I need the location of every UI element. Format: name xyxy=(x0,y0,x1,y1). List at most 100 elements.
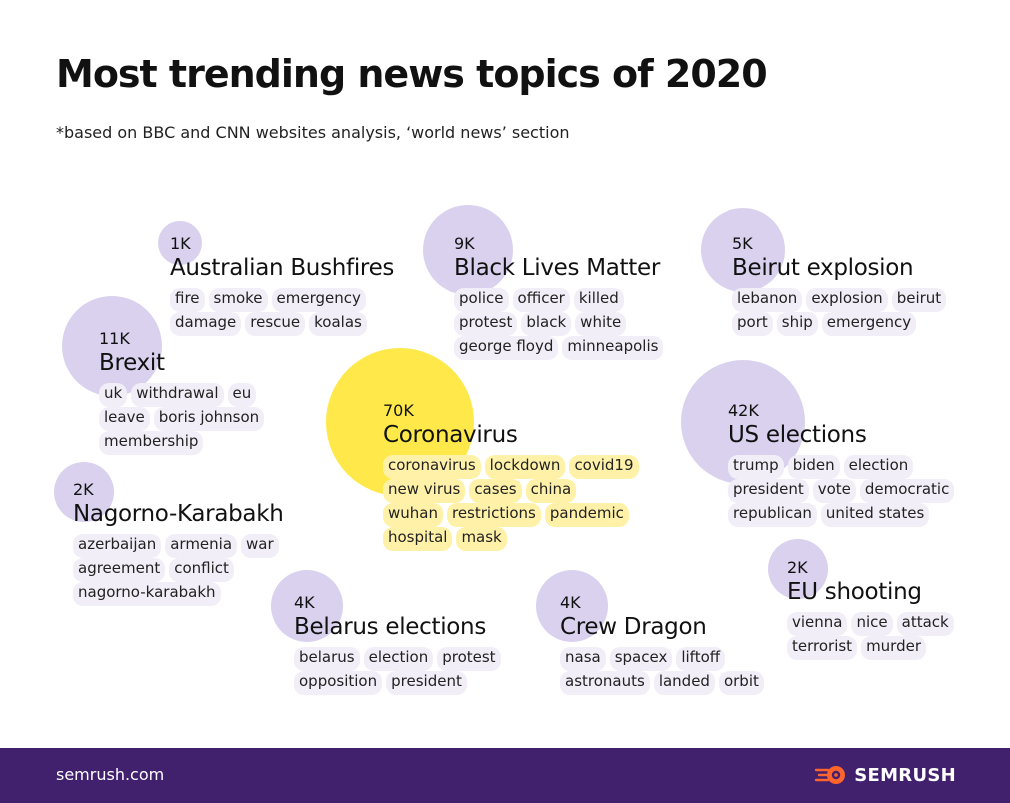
keyword-tag: pandemic xyxy=(544,503,629,527)
tag-row: vienna nice attack xyxy=(787,612,954,636)
topic-name: Belarus elections xyxy=(294,614,487,640)
topic-count: 2K xyxy=(787,558,808,577)
keyword-tag: attack xyxy=(896,612,954,636)
tag-row: uk withdrawal eu xyxy=(99,383,264,407)
tag-row: lebanon explosion beirut xyxy=(732,288,947,312)
keyword-tag: fire xyxy=(170,288,205,312)
tag-row: damage rescue koalas xyxy=(170,312,394,336)
topic-tags: vienna nice attack terrorist murder xyxy=(787,612,954,660)
bubble-crew-dragon xyxy=(536,570,608,642)
topic-tags: coronavirus lockdown covid19 new virus cases… xyxy=(383,455,639,551)
bubble-belarus-elections xyxy=(271,570,343,642)
keyword-tag: trump xyxy=(728,455,784,479)
topic-tags: fire smoke emergency damage rescue koalas xyxy=(170,288,394,336)
keyword-tag: boris johnson xyxy=(153,407,265,431)
tag-row: astronauts landed orbit xyxy=(560,671,764,695)
keyword-tag: koalas xyxy=(309,312,367,336)
keyword-tag: port xyxy=(732,312,773,336)
keyword-tag: eu xyxy=(227,383,257,407)
page-title: Most trending news topics of 2020 xyxy=(56,52,768,96)
keyword-tag: spacex xyxy=(609,647,673,671)
keyword-tag: nagorno-karabakh xyxy=(73,582,221,606)
topic-tags: belarus election protest opposition presiden… xyxy=(294,647,501,695)
keyword-tag: hospital xyxy=(383,527,453,551)
topic-tags: uk withdrawal eu leave boris johnson membersh… xyxy=(99,383,265,455)
topic-name: Black Lives Matter xyxy=(454,255,660,281)
footer: semrush.com SEMRUSH xyxy=(0,748,1010,803)
topic-count: 70K xyxy=(383,401,414,420)
footer-url[interactable]: semrush.com xyxy=(56,765,165,784)
tag-row: azerbaijan armenia war xyxy=(73,534,284,558)
keyword-tag: murder xyxy=(861,636,927,660)
topic-belarus-elections: 4K Belarus elections belarus election protes… xyxy=(294,593,501,695)
keyword-tag: vote xyxy=(812,479,856,503)
topic-name: Nagorno-Karabakh xyxy=(73,501,284,527)
topic-tags: nasa spacex liftoff astronauts landed orbit xyxy=(560,647,764,695)
tag-row: republican united states xyxy=(728,503,954,527)
keyword-tag: emergency xyxy=(271,288,366,312)
topic-black-lives-matter: 9K Black Lives Matter police officer killed p… xyxy=(454,234,664,360)
topic-count: 2K xyxy=(73,480,94,499)
keyword-tag: vienna xyxy=(787,612,848,636)
keyword-tag: republican xyxy=(728,503,817,527)
keyword-tag: united states xyxy=(820,503,930,527)
topic-tags: trump biden election president vote democrati… xyxy=(728,455,955,527)
tag-row: leave boris johnson xyxy=(99,407,265,431)
keyword-tag: protest xyxy=(437,647,501,671)
tag-row: terrorist murder xyxy=(787,636,954,660)
brand-name: SEMRUSH xyxy=(854,764,956,786)
topic-name: EU shooting xyxy=(787,579,922,605)
topic-australian-bushfires: 1K Australian Bushfires fire smoke emergency… xyxy=(170,234,394,336)
semrush-flame-icon xyxy=(815,766,846,784)
keyword-tag: george floyd xyxy=(454,336,559,360)
brand-logo: SEMRUSH xyxy=(814,764,956,786)
tag-row: coronavirus lockdown covid19 xyxy=(383,455,639,479)
topic-beirut-explosion: 5K Beirut explosion lebanon explosion beirut… xyxy=(732,234,947,336)
tag-row: hospital mask xyxy=(383,527,639,551)
topic-count: 5K xyxy=(732,234,753,253)
keyword-tag: smoke xyxy=(208,288,268,312)
keyword-tag: mask xyxy=(456,527,507,551)
topic-tags: lebanon explosion beirut port ship emergency xyxy=(732,288,947,336)
keyword-tag: orbit xyxy=(718,671,764,695)
keyword-tag: china xyxy=(525,479,577,503)
keyword-tag: armenia xyxy=(165,534,238,558)
keyword-tag: conflict xyxy=(169,558,234,582)
tag-row: new virus cases china xyxy=(383,479,639,503)
topic-name: Crew Dragon xyxy=(560,614,707,640)
tag-row: nagorno-karabakh xyxy=(73,582,284,606)
topic-us-elections: 42K US elections trump biden election preside… xyxy=(728,401,955,527)
bubble-eu-shooting xyxy=(768,539,828,599)
keyword-tag: damage xyxy=(170,312,242,336)
keyword-tag: wuhan xyxy=(383,503,443,527)
tag-row: police officer killed xyxy=(454,288,663,312)
keyword-tag: cases xyxy=(469,479,522,503)
topic-name: US elections xyxy=(728,422,867,448)
topic-tags: azerbaijan armenia war agreement conflict nag… xyxy=(73,534,284,606)
bubble-brexit xyxy=(62,296,162,396)
keyword-tag: azerbaijan xyxy=(73,534,162,558)
keyword-tag: biden xyxy=(787,455,840,479)
tag-row: opposition president xyxy=(294,671,501,695)
keyword-tag: astronauts xyxy=(560,671,650,695)
keyword-tag: black xyxy=(521,312,572,336)
keyword-tag: agreement xyxy=(73,558,166,582)
keyword-tag: belarus xyxy=(294,647,360,671)
topic-name: Australian Bushfires xyxy=(170,255,395,281)
keyword-tag: protest xyxy=(454,312,518,336)
keyword-tag: restrictions xyxy=(446,503,541,527)
topic-count: 42K xyxy=(728,401,759,420)
topic-count: 1K xyxy=(170,234,191,253)
keyword-tag: president xyxy=(728,479,809,503)
topic-tags: police officer killed protest black white geor… xyxy=(454,288,664,360)
keyword-tag: liftoff xyxy=(676,647,726,671)
keyword-tag: terrorist xyxy=(787,636,858,660)
keyword-tag: officer xyxy=(512,288,570,312)
keyword-tag: rescue xyxy=(245,312,306,336)
keyword-tag: beirut xyxy=(891,288,947,312)
keyword-tag: police xyxy=(454,288,509,312)
tag-row: president vote democratic xyxy=(728,479,955,503)
page-subtitle: *based on BBC and CNN websites analysis,… xyxy=(56,123,570,142)
keyword-tag: leave xyxy=(99,407,150,431)
topic-nagorno-karabakh: 2K Nagorno-Karabakh azerbaijan armenia war ag… xyxy=(73,480,284,606)
